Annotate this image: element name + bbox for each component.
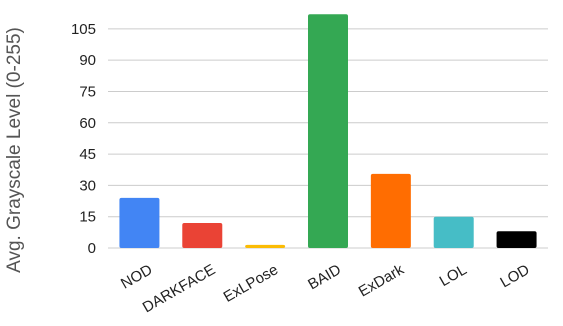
- x-tick-label: ExDark: [356, 261, 408, 301]
- bar-darkface: [182, 222, 223, 248]
- x-tick-label: LOD: [497, 261, 532, 291]
- bar-nod: [119, 197, 160, 248]
- x-tick-label: BAID: [305, 261, 344, 293]
- y-axis-title: Avg. Grayscale Level (0-255): [4, 27, 25, 273]
- y-tick-label: 45: [79, 146, 96, 163]
- y-tick-label: 60: [79, 115, 96, 132]
- bar-lod: [496, 231, 537, 248]
- y-tick-label: 30: [79, 177, 96, 194]
- y-tick-label: 90: [79, 52, 96, 69]
- bar-exdark: [370, 173, 411, 248]
- x-tick-label: NOD: [118, 261, 156, 292]
- bar-exlpose: [245, 244, 286, 248]
- bar-lol: [433, 216, 474, 248]
- y-tick-label: 15: [79, 209, 96, 226]
- x-tick-label: LOL: [437, 261, 470, 290]
- y-tick-label: 0: [88, 240, 96, 257]
- y-tick-label: 105: [71, 21, 96, 38]
- y-axis-ticks: 0 15 30 45 60 75 90 105: [71, 21, 96, 257]
- y-tick-label: 75: [79, 83, 96, 100]
- x-tick-label: ExLPose: [221, 261, 282, 306]
- bars: [119, 14, 537, 249]
- bar-baid: [308, 14, 348, 249]
